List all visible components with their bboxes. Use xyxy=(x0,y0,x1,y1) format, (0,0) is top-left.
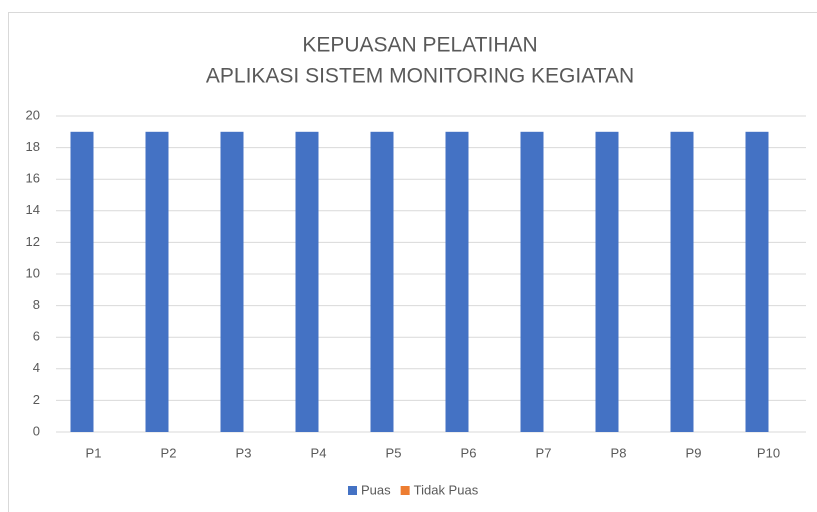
legend-swatch xyxy=(400,486,410,495)
x-tick-label: P3 xyxy=(236,445,252,460)
x-tick-label: P2 xyxy=(161,445,177,460)
bar xyxy=(595,131,619,433)
legend-label: Puas xyxy=(361,482,391,497)
legend-swatch xyxy=(348,486,357,495)
x-tick-label: P8 xyxy=(611,445,627,460)
y-tick-label: 18 xyxy=(26,139,40,154)
x-tick-label: P1 xyxy=(86,445,102,460)
bar xyxy=(220,131,244,433)
y-tick-label: 0 xyxy=(33,423,40,438)
bar xyxy=(445,131,469,433)
chart-title: KEPUASAN PELATIHAN xyxy=(302,34,537,57)
bar xyxy=(520,131,544,433)
bar xyxy=(295,131,319,433)
x-tick-label: P7 xyxy=(536,445,552,460)
bar xyxy=(670,131,694,433)
x-tick-label: P10 xyxy=(757,445,780,460)
y-tick-label: 8 xyxy=(33,297,40,312)
x-tick-label: P5 xyxy=(386,445,402,460)
chart-title: APLIKASI SISTEM MONITORING KEGIATAN xyxy=(206,65,634,88)
y-tick-label: 14 xyxy=(26,202,40,217)
bar xyxy=(370,131,394,433)
x-tick-label: P6 xyxy=(461,445,477,460)
bar xyxy=(70,131,94,433)
x-tick-label: P9 xyxy=(686,445,702,460)
y-tick-label: 20 xyxy=(26,107,40,122)
y-tick-label: 6 xyxy=(33,329,40,344)
y-tick-label: 2 xyxy=(33,392,40,407)
y-tick-label: 12 xyxy=(26,234,40,249)
bar xyxy=(745,131,769,433)
x-tick-label: P4 xyxy=(311,445,327,460)
bar xyxy=(145,131,169,433)
y-tick-label: 10 xyxy=(26,265,40,280)
legend-label: Tidak Puas xyxy=(414,482,479,497)
y-tick-label: 16 xyxy=(26,171,40,186)
y-tick-label: 4 xyxy=(33,360,40,375)
